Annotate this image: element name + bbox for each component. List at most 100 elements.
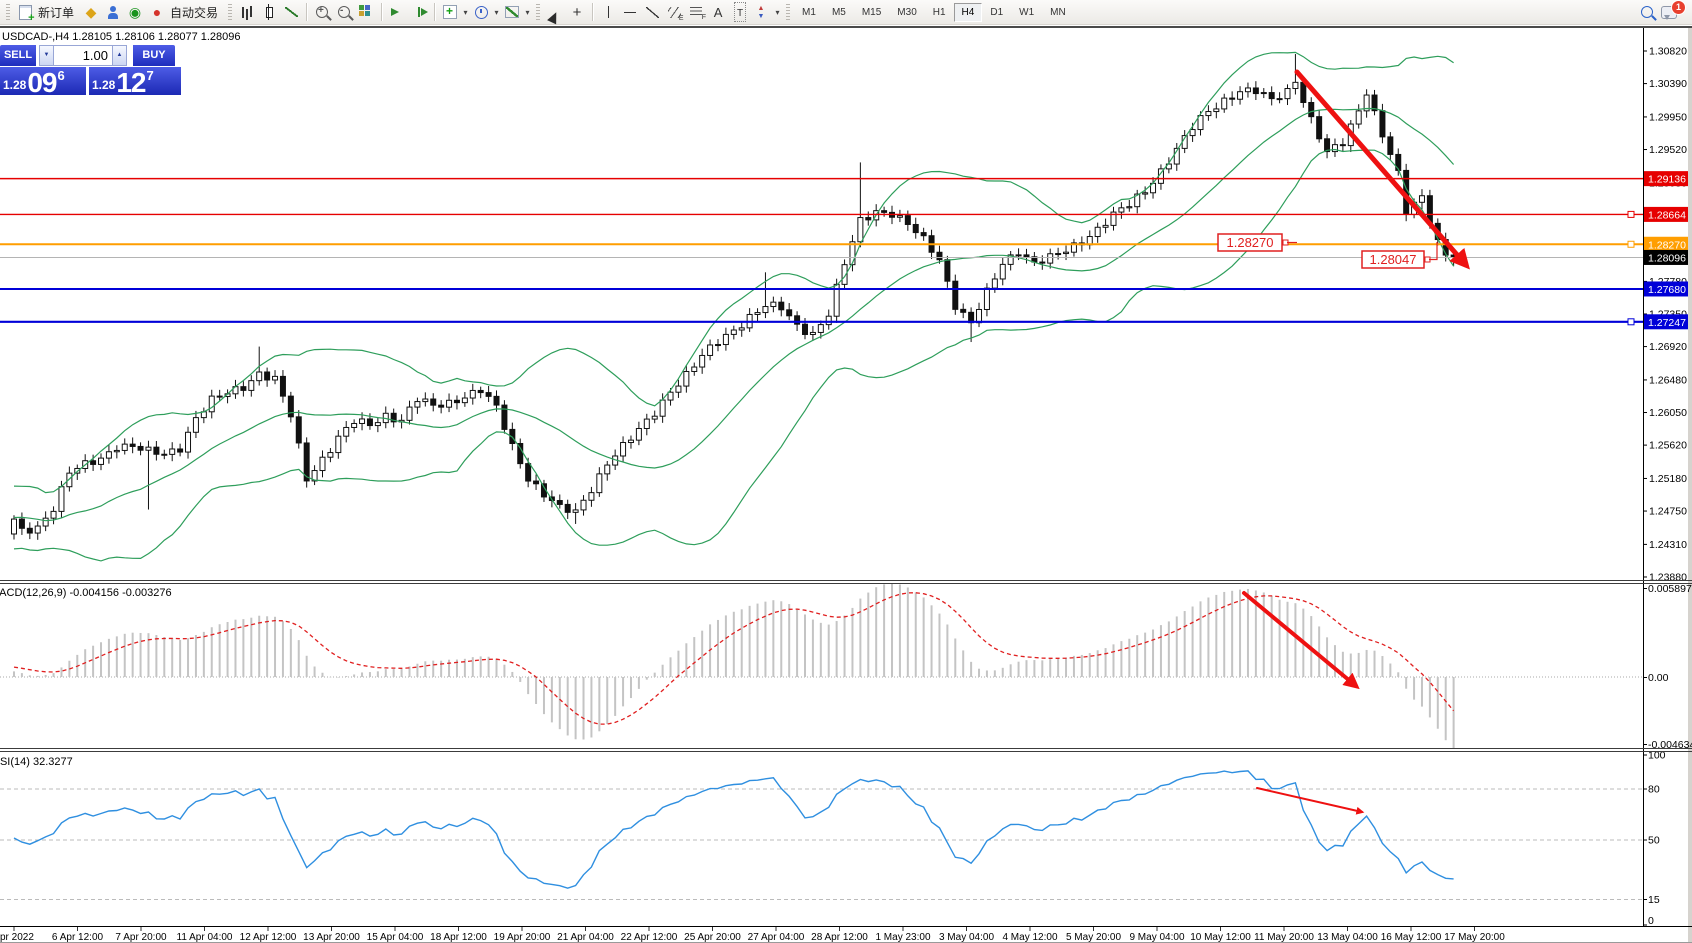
periods-dropdown-icon[interactable]: ▾	[494, 7, 499, 17]
new-order-label[interactable]: 新订单	[38, 5, 75, 20]
price-tick-label: 1.26480	[1649, 374, 1687, 386]
volume-increase-button[interactable]: ▲	[112, 45, 127, 66]
search-icon[interactable]	[1636, 2, 1658, 22]
volume-input[interactable]	[54, 45, 112, 66]
separator	[306, 3, 308, 21]
auto-trading-label[interactable]: 自动交易	[170, 5, 219, 20]
axis-price-badge	[1644, 236, 1688, 252]
sell-button[interactable]: SELL	[0, 45, 36, 66]
horizontal-level-line[interactable]	[0, 318, 1643, 326]
buy-price[interactable]: 1.28 12 7	[89, 67, 181, 97]
timeframe-m15[interactable]: M15	[861, 6, 882, 18]
templates-icon[interactable]	[501, 2, 523, 22]
chart-shift-icon[interactable]	[408, 2, 430, 22]
periods-icon[interactable]	[470, 2, 492, 22]
arrows-dropdown-icon[interactable]: ▾	[775, 7, 780, 17]
svg-text:1.29136: 1.29136	[1648, 174, 1686, 186]
toolbar-grip[interactable]	[536, 4, 541, 20]
text-label-icon[interactable]	[729, 2, 751, 22]
price-callout[interactable]: 1.28047	[1361, 242, 1438, 269]
timeframe-h1[interactable]: H1	[932, 6, 946, 18]
buy-button[interactable]: BUY	[133, 45, 175, 66]
bar-chart-icon[interactable]	[236, 2, 258, 22]
text-icon[interactable]	[707, 2, 729, 22]
price-tick-label: 1.26050	[1649, 407, 1687, 419]
candles-layer	[11, 54, 1457, 540]
svg-text:18 Apr 12:00: 18 Apr 12:00	[430, 932, 487, 943]
svg-text:0.00: 0.00	[1648, 672, 1669, 684]
crosshair-icon[interactable]	[566, 2, 588, 22]
svg-text:3 May 04:00: 3 May 04:00	[939, 932, 994, 943]
macd-signal-line	[13, 592, 1455, 725]
bollinger-middle	[13, 107, 1455, 522]
svg-text:16 May 12:00: 16 May 12:00	[1381, 932, 1442, 943]
volume-decrease-button[interactable]: ▼	[39, 45, 54, 66]
trend-arrow-main[interactable]	[1294, 69, 1470, 270]
macd-indicator-label: MACD(12,26,9) -0.004156 -0.003276	[0, 587, 172, 599]
templates-dropdown-icon[interactable]: ▾	[525, 7, 530, 17]
timeframe-m30[interactable]: M30	[897, 6, 917, 18]
svg-text:4 May 12:00: 4 May 12:00	[1002, 932, 1057, 943]
svg-text:0.005897: 0.005897	[1648, 583, 1692, 595]
price-tick-label: 1.24310	[1649, 539, 1687, 551]
timeframe-buttons: M1 M5 M15 M30 H1 H4 D1 W1 MN	[794, 2, 1074, 22]
price-tick-label: 1.30390	[1649, 78, 1687, 90]
horizontal-level-line[interactable]	[0, 210, 1643, 218]
fibonacci-icon[interactable]	[685, 2, 707, 22]
chat-icon[interactable]: 1	[1658, 0, 1686, 22]
indicators-icon[interactable]	[439, 2, 461, 22]
svg-text:1.28047: 1.28047	[1370, 252, 1417, 267]
svg-text:10 May 12:00: 10 May 12:00	[1190, 932, 1251, 943]
vertical-line-icon[interactable]	[597, 2, 619, 22]
indicators-dropdown-icon[interactable]: ▾	[463, 7, 468, 17]
price-callout[interactable]: 1.28270	[1217, 233, 1297, 252]
horizontal-line-icon[interactable]	[619, 2, 641, 22]
timeframe-d1[interactable]: D1	[990, 6, 1004, 18]
trend-line-icon[interactable]	[641, 2, 663, 22]
timeframe-h4[interactable]: H4	[953, 2, 983, 22]
candlestick-chart-icon[interactable]	[258, 2, 280, 22]
rsi-line	[13, 770, 1454, 889]
svg-text:1 May 23:00: 1 May 23:00	[875, 932, 930, 943]
equidistant-channel-icon[interactable]	[663, 2, 685, 22]
price-tick-label: 1.29520	[1649, 144, 1687, 156]
svg-text:1.28664: 1.28664	[1648, 209, 1686, 221]
toolbar-grip[interactable]	[6, 4, 10, 20]
new-order-icon[interactable]	[14, 2, 36, 24]
auto-scroll-icon[interactable]	[386, 2, 408, 22]
axis-price-badge	[1644, 281, 1688, 297]
svg-text:1.27680: 1.27680	[1648, 284, 1686, 296]
market-watch-icon[interactable]	[80, 2, 102, 22]
toolbar-grip[interactable]	[228, 4, 233, 20]
sell-price[interactable]: 1.28 09 6	[0, 67, 86, 97]
svg-text:80: 80	[1648, 784, 1660, 796]
time-axis[interactable]: pr 2022 6 Apr 12:00 7 Apr 20:00 11 Apr 04:0…	[0, 927, 1505, 943]
cursor-icon[interactable]	[544, 2, 566, 25]
price-tick-label: 1.25180	[1649, 473, 1687, 485]
arrows-icon[interactable]	[751, 2, 773, 22]
horizontal-level-line[interactable]	[0, 240, 1643, 248]
svg-text:0: 0	[1648, 915, 1654, 927]
trend-arrow-rsi[interactable]	[1256, 787, 1365, 815]
timeframe-m5[interactable]: M5	[831, 6, 846, 18]
zoom-out-icon[interactable]: -	[333, 2, 355, 22]
svg-text:1.27247: 1.27247	[1648, 317, 1686, 329]
toolbar: 新订单 自动交易 + - ▾ ▾ ▾ ▾	[0, 0, 1692, 25]
timeframe-m1[interactable]: M1	[802, 6, 816, 18]
separator	[381, 3, 383, 21]
timeframe-mn[interactable]: MN	[1050, 6, 1066, 18]
zoom-in-icon[interactable]: +	[311, 2, 333, 22]
toolbar-grip[interactable]	[786, 4, 791, 20]
line-chart-icon[interactable]	[280, 2, 302, 22]
terminal-icon[interactable]	[102, 2, 124, 22]
tile-windows-icon[interactable]	[355, 2, 377, 22]
svg-text:50: 50	[1648, 835, 1660, 847]
auto-trading-icon[interactable]	[146, 2, 168, 22]
price-tick-label: 1.30820	[1649, 46, 1687, 58]
axis-price-badge	[1644, 249, 1688, 265]
bollinger-bands	[13, 51, 1455, 562]
signals-icon[interactable]	[124, 2, 146, 22]
timeframe-w1[interactable]: W1	[1019, 6, 1035, 18]
trend-arrow-macd[interactable]	[1242, 591, 1360, 690]
